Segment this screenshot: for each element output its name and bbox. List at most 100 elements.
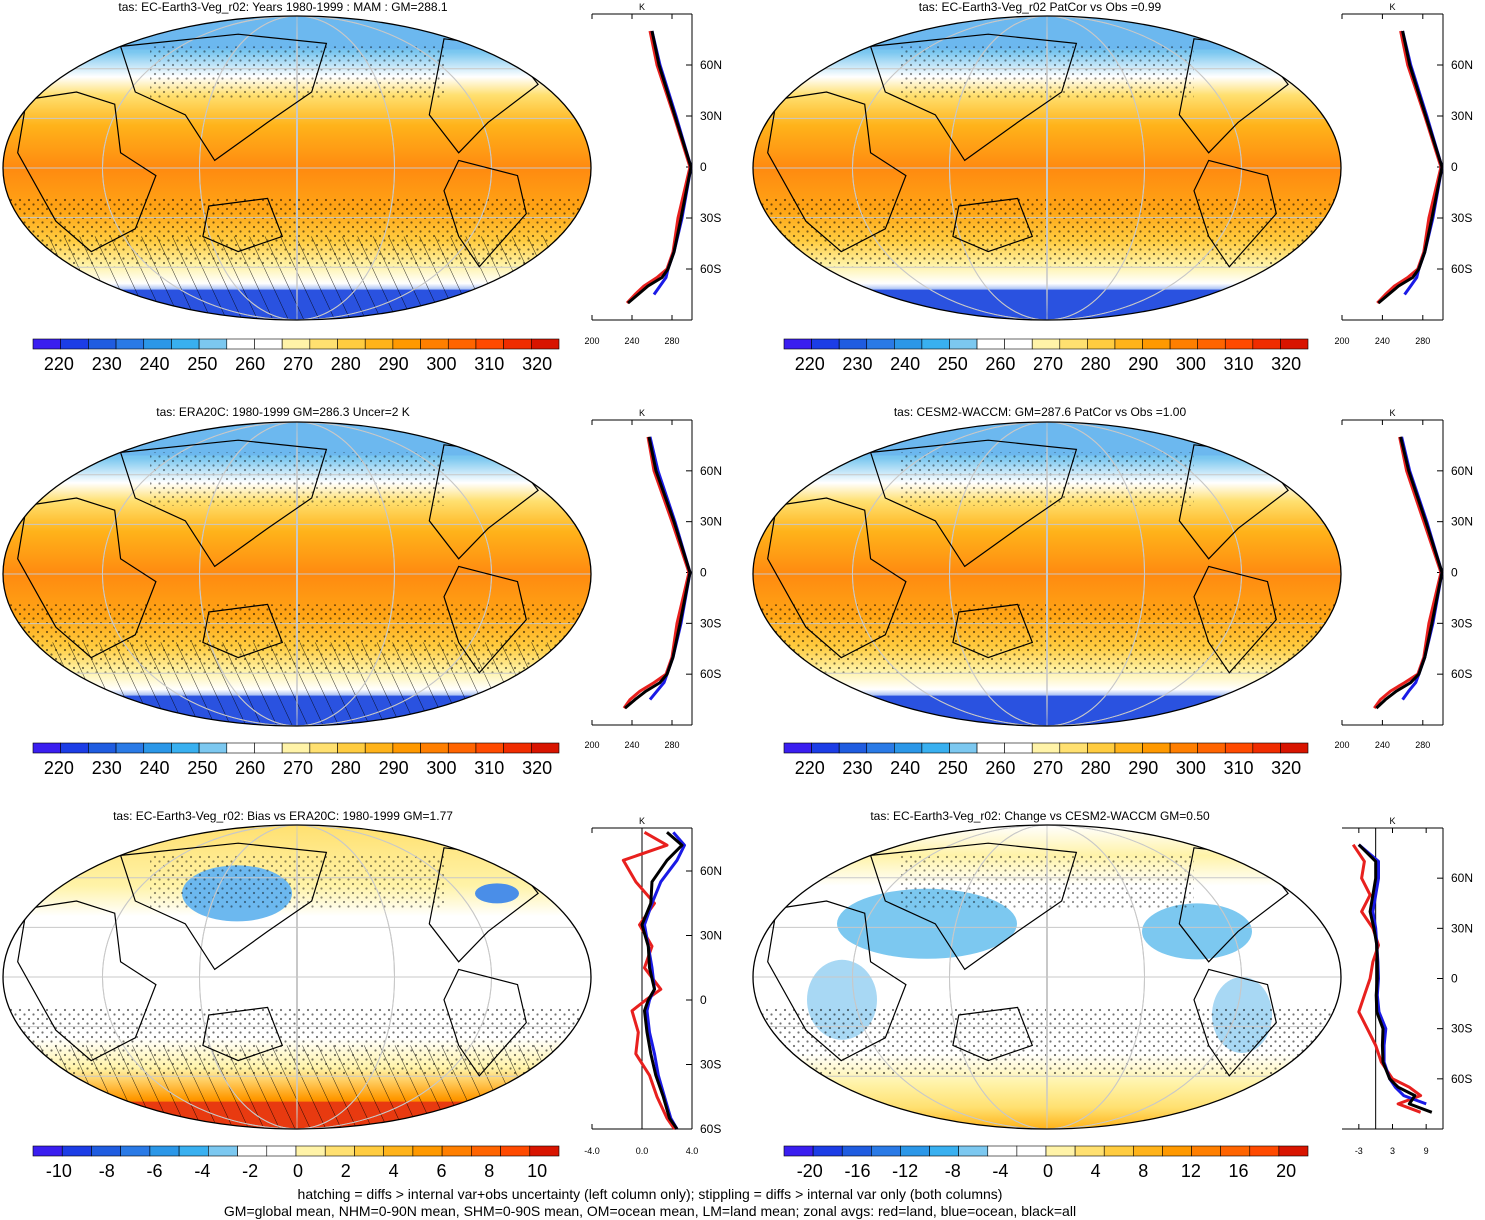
coastline [869,439,1078,568]
colorbar-tick-label: 300 [1176,758,1206,778]
colorbar-swatch [475,742,504,754]
colorbar-p6: -20 -16 -12 -8 -4 0 4 8 12 16 20 [783,1145,1309,1181]
colorbar-tick-label: 240 [890,758,920,778]
cold-bias-region [475,883,519,904]
coastline [767,91,907,253]
colorbar-tick-label: 250 [938,354,968,374]
zonal-series-black [1375,436,1444,710]
colorbar-tick-label: 290 [1128,758,1158,778]
colorbar-swatch [198,742,228,754]
footer-line-hatching: hatching = diffs > internal var+obs unce… [297,1186,1003,1202]
zonal-x-label: 240 [1375,336,1390,346]
colorbar-swatch [841,1145,872,1157]
colorbar-swatch [60,742,89,754]
colorbar-swatch [392,742,421,754]
graticule-meridian [1046,825,1048,1129]
colorbar-swatch [949,742,978,754]
zonal-series-black [627,30,693,305]
zonal-x-label: 200 [1334,336,1349,346]
coastline [443,159,527,268]
colorbar-swatch [1169,338,1198,350]
colorbar-tick-label: 230 [842,758,872,778]
colorbar-swatch [281,742,311,754]
map-p4 [752,421,1342,727]
colorbar-swatch [900,1145,930,1157]
colorbar-swatch [958,1145,989,1157]
cooling-region [1142,903,1252,960]
colorbar-swatch [226,742,255,754]
colorbar-swatch [531,742,560,754]
colorbar-swatch [987,1145,1018,1157]
colorbar-swatch [838,338,868,350]
colorbar-tick-label: 240 [890,354,920,374]
zonal-x-label: 240 [624,336,639,346]
zonal-x-label: 0.0 [636,1146,649,1156]
zonal-x-label: 280 [1415,336,1430,346]
colorbar-tick-label: 260 [985,354,1015,374]
colorbar-p4: 220 230 240 250 260 270 280 290 300 310 320 [783,742,1309,778]
map-border [752,15,1342,321]
graticule-meridian [101,16,493,320]
panel-title: tas: ERA20C: 1980-1999 GM=286.3 Uncer=2 … [156,405,409,419]
colorbar-swatch [783,742,812,754]
colorbar-swatch [364,742,394,754]
zonal-series-blue [1357,843,1427,1106]
colorbar-tick-label: 320 [1271,758,1301,778]
footer-line-legend: GM=global mean, NHM=0-90N mean, SHM=0-90… [223,1203,1077,1219]
colorbar-tick-label: 0 [293,1161,303,1181]
zonal-x-label: 9 [1424,1146,1429,1156]
colorbar-tick-label: 260 [985,758,1015,778]
colorbar-swatch [178,1145,209,1157]
zonal-lat-label: 0 [1451,566,1458,580]
graticule-meridian [198,422,396,726]
map-border [2,421,592,727]
colorbar-tick-label: 280 [1081,758,1111,778]
colorbar-swatch [1280,338,1309,350]
zonal-lat-label: 60S [700,667,721,681]
colorbar-swatch [531,338,560,350]
colorbar-swatch [88,742,117,754]
zonal-x-label: 240 [624,740,639,750]
zonal-lat-label: 0 [1451,160,1458,174]
zonal-p4: K 60N 30N 0 30S 60S 200 240 280 [1334,408,1473,750]
map-p1 [2,15,592,321]
colorbar-swatch [1191,1145,1221,1157]
colorbar-tick-label: 290 [379,354,409,374]
colorbar-swatch [1280,742,1309,754]
colorbar-swatch [1142,742,1171,754]
zonal-lat-label: 0 [1451,972,1458,986]
colorbar-swatch [783,1145,814,1157]
colorbar-swatch [1031,742,1061,754]
colorbar-swatch [354,1145,384,1157]
colorbar-tick-label: 310 [474,758,504,778]
colorbar-tick-label: 250 [187,354,217,374]
colorbar-swatch [115,338,145,350]
zonal-x-label: 280 [664,336,679,346]
colorbar-swatch [198,338,228,350]
colorbar-tick-label: 270 [283,354,313,374]
zonal-lat-label: 60N [1451,464,1473,478]
colorbar-tick-label: 12 [1181,1161,1201,1181]
map-border [752,421,1342,727]
colorbar-tick-label: 270 [1033,354,1063,374]
map-p3 [2,421,592,727]
colorbar-swatch [1224,742,1254,754]
colorbar-swatch [529,1145,560,1157]
zonal-lat-label: 60S [1451,262,1472,276]
colorbar-swatch [1059,742,1088,754]
coastline [1193,565,1277,674]
colorbar-swatch [60,338,89,350]
colorbar-tick-label: -12 [892,1161,918,1181]
colorbar-tick-label: 220 [795,354,825,374]
colorbar-swatch [500,1145,531,1157]
colorbar-tick-label: 320 [522,354,552,374]
colorbar-p2: 220 230 240 250 260 270 280 290 300 310 320 [783,338,1309,374]
colorbar-swatch [1045,1145,1076,1157]
colorbar-swatch [475,338,504,350]
graticule-meridian [851,422,1243,726]
colorbar-swatch [1220,1145,1251,1157]
colorbar-swatch [1059,338,1088,350]
colorbar-swatch [976,742,1005,754]
coastline [202,1006,284,1062]
colorbar-tick-label: 20 [1276,1161,1296,1181]
